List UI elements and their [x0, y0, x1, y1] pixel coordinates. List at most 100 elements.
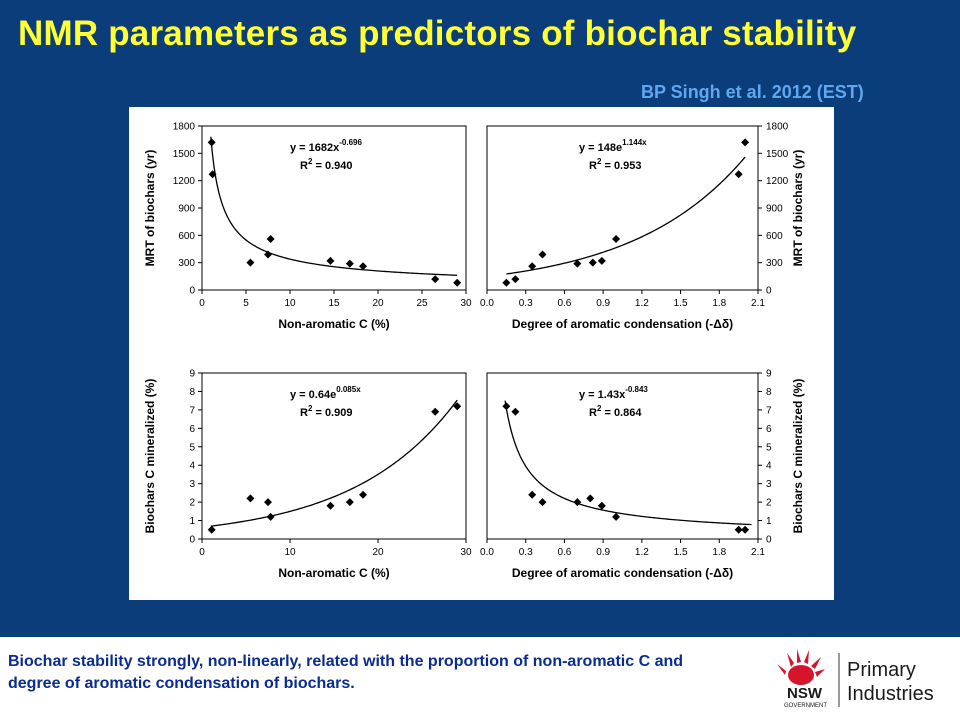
data-point — [511, 407, 520, 416]
y-tick-label: 1 — [189, 516, 195, 527]
data-point — [345, 498, 354, 507]
x-tick-label: 0.0 — [480, 547, 494, 558]
y-tick-label: 9 — [766, 369, 772, 380]
y-tick-label: 7 — [189, 405, 195, 416]
data-point — [208, 170, 217, 179]
data-point — [453, 402, 462, 411]
caption-text: Biochar stability strongly, non-linearly… — [8, 653, 684, 692]
data-point — [207, 138, 216, 147]
x-tick-label: 1.5 — [674, 298, 688, 309]
y-tick-label: 8 — [189, 387, 195, 398]
y-tick-label: 5 — [189, 442, 195, 453]
data-point — [431, 275, 440, 284]
citation-text: BP Singh et al. 2012 (EST) — [641, 82, 864, 102]
x-tick-label: 0.9 — [596, 547, 610, 558]
chart-2: 0.0 0.3 0.6 0.9 1.2 1.5 1.8 2.10 300 600 900 1200 15… — [480, 122, 805, 332]
logo-sub: GOVERNMENT — [784, 703, 827, 709]
y-axis-title: MRT of biochars (yr) — [791, 150, 805, 267]
y-tick-label: 1200 — [173, 176, 196, 187]
data-point — [734, 525, 743, 534]
data-point — [264, 250, 272, 259]
x-tick-label: 1.8 — [712, 547, 726, 558]
y-tick-label: 2 — [189, 498, 195, 509]
y-tick-label: 600 — [766, 231, 783, 242]
slide-title: NMR parameters as predictors of biochar … — [18, 14, 857, 53]
y-tick-label: 5 — [766, 442, 772, 453]
equation-label: y = 148e1.144x — [579, 138, 647, 154]
x-tick-label: 1.5 — [674, 547, 688, 558]
y-tick-label: 6 — [189, 424, 195, 435]
data-point — [734, 170, 743, 179]
y-tick-label: 600 — [178, 231, 195, 242]
data-point — [207, 525, 216, 534]
y-tick-label: 1800 — [173, 122, 196, 133]
chart-3: 0 10 20 30 0 1 2 3 4 5 6 7 8 9 Non-aromatic C (%) Bioch… — [143, 369, 472, 581]
y-tick-label: 1 — [766, 516, 772, 527]
data-point — [597, 501, 606, 510]
x-tick-label: 0.0 — [480, 298, 494, 309]
data-point — [612, 234, 621, 243]
x-tick-label: 0.3 — [519, 298, 533, 309]
r-squared-label: R2 = 0.953 — [589, 157, 641, 172]
x-axis-title: Non-aromatic C (%) — [278, 317, 389, 331]
x-tick-label: 0 — [199, 298, 205, 309]
footer-bar: Biochar stability strongly, non-linearly… — [0, 637, 960, 720]
data-point — [264, 498, 272, 507]
y-tick-label: 1500 — [173, 149, 196, 160]
logo-org: NSW — [787, 685, 823, 702]
chart-1: 0 5 10 15 20 25 300300600900120015001800Non-ar… — [143, 122, 472, 332]
y-tick-label: 4 — [189, 461, 195, 472]
data-point — [345, 259, 354, 268]
data-point — [266, 234, 275, 243]
y-tick-label: 3 — [766, 479, 772, 490]
y-tick-label: 300 — [766, 258, 783, 269]
y-tick-label: 0 — [189, 286, 195, 297]
x-tick-label: 20 — [372, 298, 384, 309]
data-point — [588, 258, 597, 267]
x-tick-label: 0.3 — [519, 547, 533, 558]
y-tick-label: 0 — [766, 286, 772, 297]
y-tick-label: 9 — [189, 369, 195, 380]
x-axis-title: Degree of aromatic condensation (-Δδ) — [512, 317, 733, 331]
y-tick-label: 900 — [766, 204, 783, 215]
x-tick-label: 2.1 — [751, 547, 765, 558]
x-axis-title: Non-aromatic C (%) — [278, 566, 389, 580]
data-point — [453, 278, 462, 287]
data-point — [538, 498, 547, 507]
fit-curve — [210, 399, 458, 527]
data-point — [573, 259, 582, 268]
data-point — [528, 490, 537, 499]
y-tick-label: 0 — [766, 535, 772, 546]
x-tick-label: 5 — [243, 298, 249, 309]
x-tick-label: 30 — [460, 298, 472, 309]
data-point — [431, 407, 440, 416]
x-tick-label: 10 — [284, 547, 296, 558]
data-point — [528, 262, 537, 271]
data-point — [586, 494, 595, 503]
x-tick-label: 2.1 — [751, 298, 765, 309]
figure-panel: 0 5 10 15 20 25 30 0 300 600 900 1200 1500 1800 Non-ar… — [129, 107, 834, 600]
y-tick-label: 6 — [766, 424, 772, 435]
x-tick-label: 20 — [372, 547, 384, 558]
x-tick-label: 30 — [460, 547, 472, 558]
x-tick-label: 15 — [328, 298, 340, 309]
data-point — [246, 494, 255, 503]
y-tick-label: 2 — [766, 498, 772, 509]
y-tick-label: 3 — [189, 479, 195, 490]
r-squared-label: R2 = 0.940 — [300, 157, 352, 172]
x-tick-label: 0.6 — [557, 547, 571, 558]
waratah-logo-icon: NSW GOVERNMENT Primary Industries — [777, 649, 934, 709]
data-point — [511, 275, 520, 284]
data-point — [573, 498, 582, 507]
equation-label: y = 0.64e0.085x — [290, 385, 361, 401]
y-tick-label: 1200 — [766, 176, 789, 187]
r-squared-label: R2 = 0.909 — [300, 404, 352, 419]
data-point — [502, 278, 511, 287]
y-tick-label: 300 — [178, 258, 195, 269]
x-tick-label: 0 — [199, 547, 205, 558]
y-tick-label: 8 — [766, 387, 772, 398]
y-tick-label: 1500 — [766, 149, 789, 160]
data-point — [246, 258, 255, 267]
equation-label: y = 1682x-0.696 — [290, 138, 362, 154]
